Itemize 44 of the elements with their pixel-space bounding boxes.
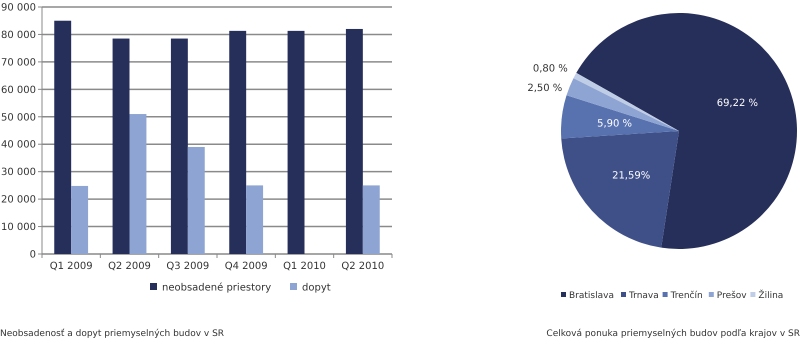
data-label: 0,80 % [532,63,568,74]
data-label: 21,59% [612,170,650,182]
data-label: 5,90 % [597,118,632,130]
y-tick-label: 80 000 [1,30,36,41]
y-tick-label: 60 000 [1,84,36,96]
legend-label: Bratislava [569,291,614,302]
bar [188,146,205,254]
legend-label: Prešov [716,290,748,302]
pie-slice [561,131,679,248]
bar [130,114,146,254]
text: Neobsadenosť a dopyt priemyselných budov v SR [0,328,224,339]
y-tick-label: 90 000 [1,2,36,14]
bar [170,38,188,254]
x-tick-label: Q3 2009 [166,261,210,272]
bar [54,20,72,254]
legend-label: neobsadené priestory [162,282,272,294]
y-tick-label: 40 000 [1,140,36,151]
bar [346,28,363,254]
bar [229,30,246,254]
y-tick-label: 50 000 [1,112,36,124]
y-tick-label: 20 000 [1,194,36,206]
x-tick-label: Q4 2009 [224,261,268,272]
y-tick-label: 30 000 [1,167,36,178]
bar [362,185,380,254]
y-tick-label: 10 000 [1,222,36,234]
y-tick-label: 0 [30,250,36,260]
bar [288,30,304,254]
x-tick-label: Q1 2009 [50,261,93,272]
data-label: 2,50 % [527,83,562,94]
text: Celková ponuka priemyselných budov podľa krajov v SR [546,328,800,339]
x-tick-label: Q2 2010 [341,261,384,272]
bar [246,185,264,254]
x-tick-label: Q1 2010 [283,261,326,272]
legend-label: Trenčín [670,290,703,302]
x-tick-label: Q2 2009 [108,261,151,272]
legend-label: Trnava [628,291,659,302]
bar [71,186,88,254]
y-tick-label: 70 000 [1,57,36,68]
pie-slice [561,95,679,138]
legend-label: dopyt [302,282,331,294]
bar [112,38,130,254]
legend-label: Žilina [758,289,784,302]
data-label: 69,22 % [716,98,758,110]
pie-slice [576,13,797,249]
